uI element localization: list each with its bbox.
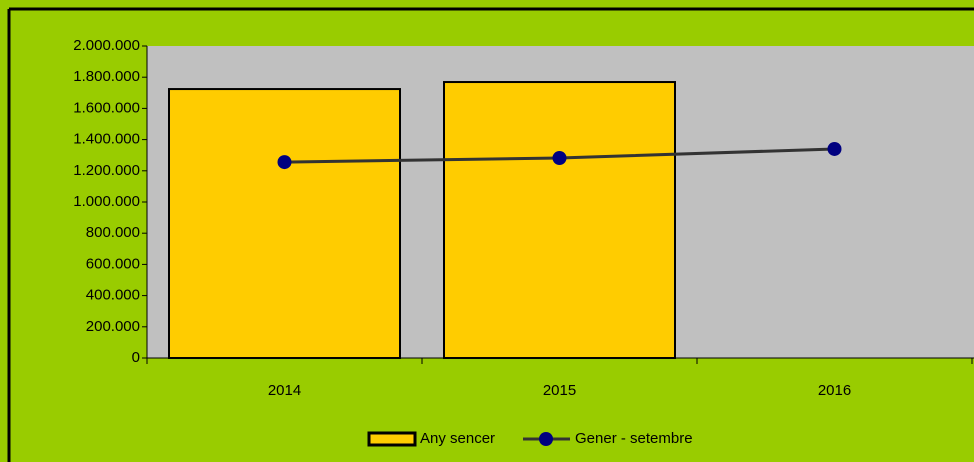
y-tick-label: 200.000: [86, 318, 140, 335]
line-marker: [277, 155, 292, 170]
bar: [168, 88, 401, 359]
y-tick-label: 600.000: [86, 255, 140, 272]
y-tick-label: 2.000.000: [73, 37, 140, 54]
legend-label: Gener - setembre: [575, 430, 693, 447]
y-tick-label: 400.000: [86, 287, 140, 304]
line-marker: [827, 141, 842, 156]
y-tick-label: 1.000.000: [73, 193, 140, 210]
y-tick-label: 1.600.000: [73, 99, 140, 116]
x-tick-label: 2015: [543, 382, 576, 399]
line-marker: [552, 151, 567, 166]
y-tick-label: 800.000: [86, 224, 140, 241]
legend-label: Any sencer: [420, 430, 495, 447]
x-tick-label: 2016: [818, 382, 851, 399]
y-tick-label: 1.400.000: [73, 131, 140, 148]
x-tick-label: 2014: [268, 382, 301, 399]
y-tick-label: 1.800.000: [73, 68, 140, 85]
y-tick-label: 0: [132, 349, 140, 366]
bar: [443, 81, 676, 359]
legend-swatch: [367, 431, 417, 447]
y-tick-label: 1.200.000: [73, 162, 140, 179]
legend-marker: [539, 432, 553, 446]
